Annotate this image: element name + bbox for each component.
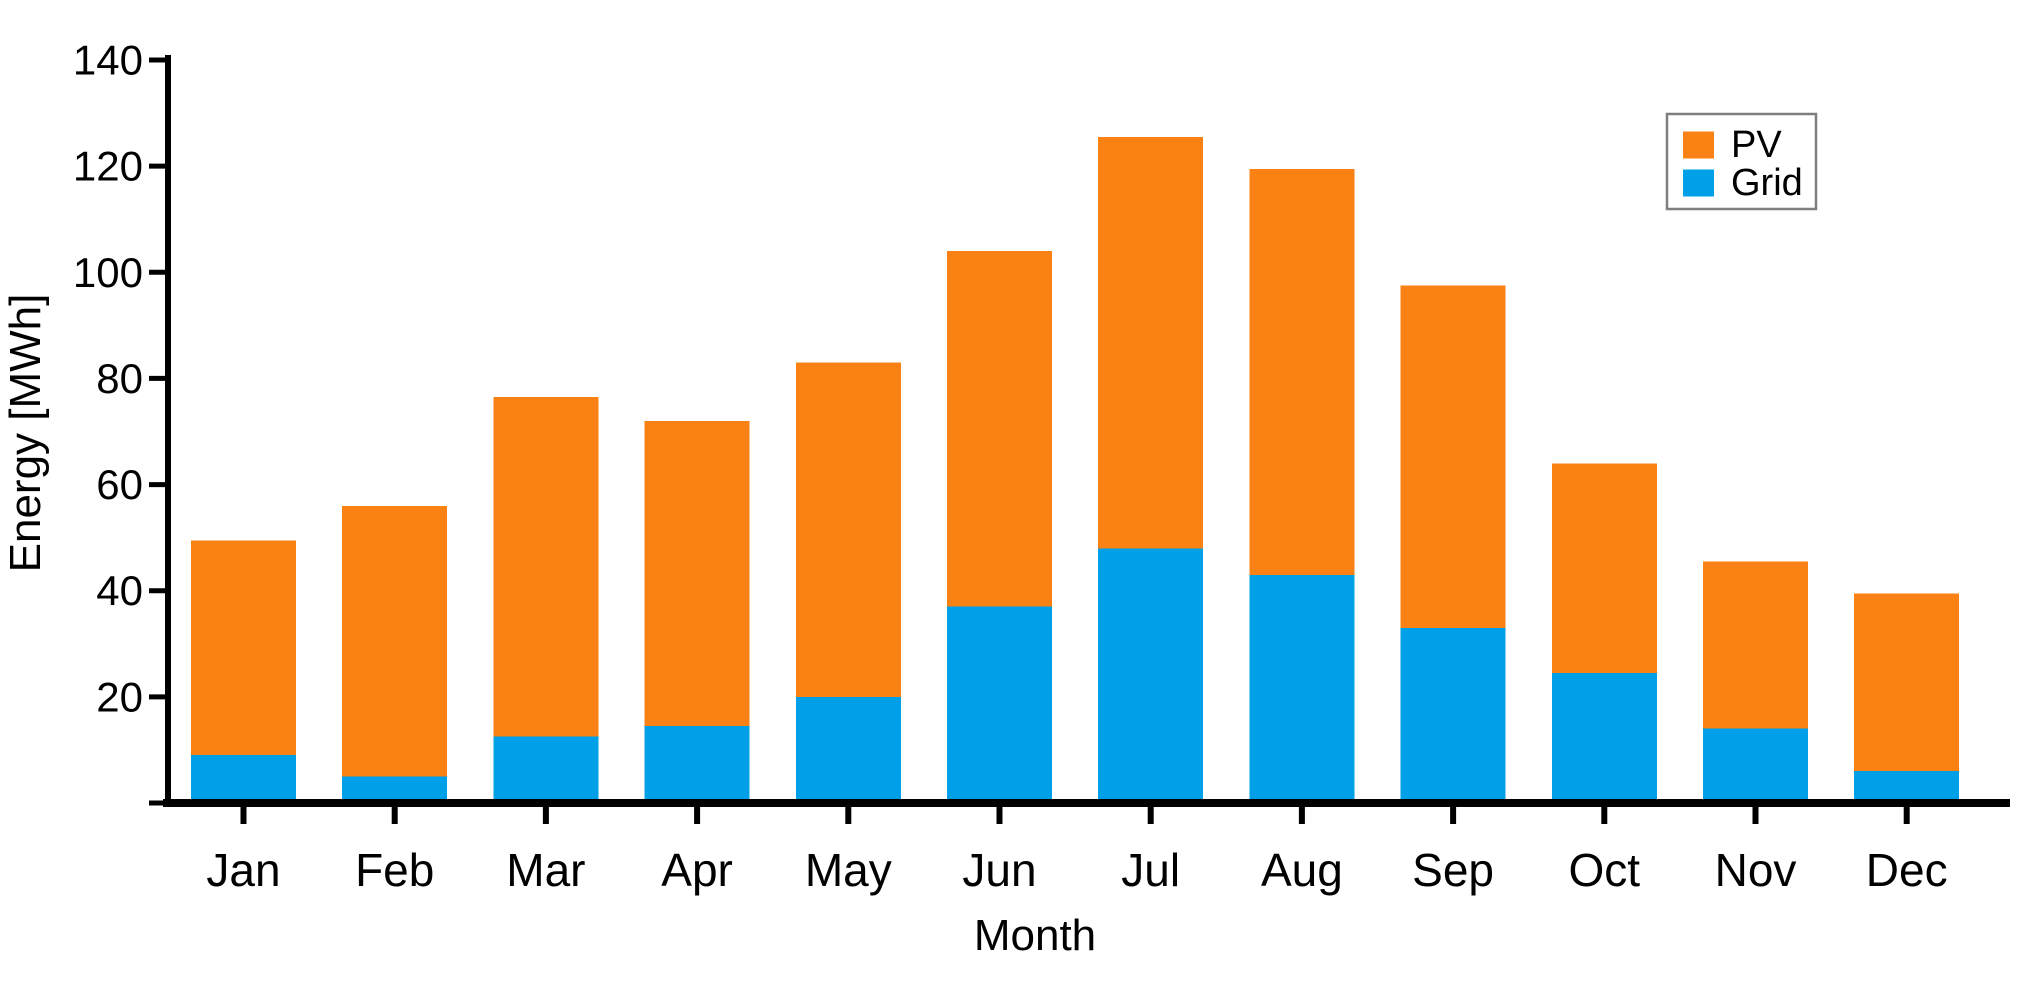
y-tick-label: 40 <box>96 567 143 614</box>
bar-segment-pv-mar <box>493 397 599 737</box>
bar-segment-grid-apr <box>644 726 750 803</box>
legend-label-pv: PV <box>1731 124 1782 166</box>
y-tick-label: 60 <box>96 461 143 508</box>
legend-swatch-grid-icon <box>1683 169 1714 197</box>
bar-segment-pv-jun <box>947 251 1052 607</box>
y-tick-label: 100 <box>73 249 143 296</box>
bar-segment-pv-sep <box>1400 285 1506 628</box>
x-tick-label-mar: Mar <box>506 844 585 896</box>
bar-segment-grid-dec <box>1854 771 1960 803</box>
x-tick-label-sep: Sep <box>1412 844 1494 896</box>
bar-segment-grid-jul <box>1098 548 1204 803</box>
x-tick-label-apr: Apr <box>661 844 733 896</box>
bar-segment-grid-aug <box>1249 574 1355 803</box>
x-tick-label-jan: Jan <box>206 844 280 896</box>
x-tick-label-aug: Aug <box>1261 844 1343 896</box>
bar-segment-pv-apr <box>644 420 750 727</box>
bar-segment-grid-oct <box>1551 673 1657 803</box>
bar-segment-grid-may <box>795 696 901 803</box>
x-tick-label-jul: Jul <box>1121 844 1180 896</box>
bar-segment-grid-jan <box>191 755 296 803</box>
x-tick-label-feb: Feb <box>355 844 434 896</box>
x-tick-label-dec: Dec <box>1866 844 1948 896</box>
bar-segment-grid-feb <box>342 776 448 803</box>
y-tick-label: 80 <box>96 355 143 402</box>
bar-segment-grid-mar <box>493 736 599 803</box>
y-axis-title: Energy [MWh] <box>1 294 50 573</box>
x-tick-label-oct: Oct <box>1569 844 1641 896</box>
y-tick-label: 140 <box>73 37 143 84</box>
bar-segment-grid-jun <box>947 606 1052 803</box>
axes-group: 20 40 60 80 100 120 140 Jan Feb Mar Apr May Jun Jul Au… <box>1 37 2010 960</box>
x-tick-label-nov: Nov <box>1715 844 1797 896</box>
bar-segment-pv-feb <box>342 505 448 777</box>
x-tick-label-jun: Jun <box>962 844 1036 896</box>
bar-segment-pv-nov <box>1703 561 1808 729</box>
bar-segment-pv-aug <box>1249 168 1355 575</box>
bar-segment-pv-may <box>795 362 901 697</box>
y-tick-label: 20 <box>96 673 143 720</box>
bar-segment-grid-sep <box>1400 627 1506 803</box>
bar-segment-grid-nov <box>1703 728 1808 803</box>
legend-swatch-pv-icon <box>1683 131 1714 159</box>
bar-segment-pv-dec <box>1854 593 1960 772</box>
bars-group <box>191 137 1960 803</box>
bar-segment-pv-jan <box>191 540 296 756</box>
bar-segment-pv-jul <box>1098 137 1204 549</box>
y-tick-label: 120 <box>73 143 143 190</box>
x-axis-title: Month <box>974 911 1096 960</box>
x-tick-label-may: May <box>805 844 892 896</box>
legend-label-grid: Grid <box>1731 162 1803 204</box>
bar-segment-pv-oct <box>1551 463 1657 673</box>
